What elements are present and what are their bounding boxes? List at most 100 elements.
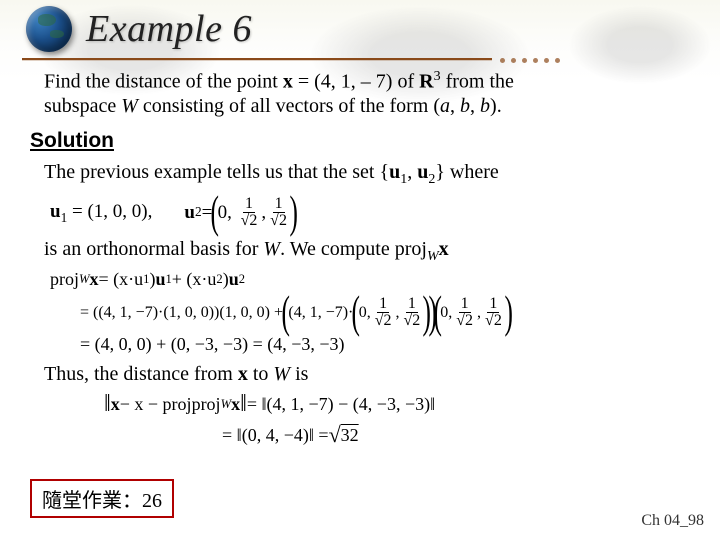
suf: is [290,363,308,385]
den: √2 [268,213,289,229]
Wsub: W [221,397,232,412]
sub2b: 2 [239,272,245,287]
slide-footer: Ch 04_98 [641,512,704,530]
x: x [90,269,99,291]
u2-def: u2 = ( 0, 1√2 , 1√2 ) [184,194,296,231]
dist-eq-2: = ‖(0, 4, −4)‖ = √32 [222,422,696,449]
text: The previous example tells us that the s… [44,161,389,183]
den: √2 [239,213,260,229]
distance-computation: ‖x − x − projprojWx‖ = ‖(4, 1, −7) − (4,… [104,390,696,449]
text: consisting of all vectors of the form ( [138,95,440,117]
frac: 1√2 [454,296,475,329]
text: = (4, 1, – 7) of [293,71,419,93]
projection-computation: projWx = (x·u1)u1 + (x·u2)u2 = ((4, 1, −… [50,269,696,356]
l2-pre: = ((4, 1, −7)·(1, 0, 0))(1, 0, 0) + [80,303,283,323]
u2: u [417,161,428,183]
vector-x: x [283,71,293,93]
title-underline [22,58,492,60]
u1-tuple: = (1, 0, 0), [67,201,152,222]
mid: to [248,363,274,385]
d: √2 [454,313,475,329]
x: x [111,394,120,416]
n: 1 [459,296,471,313]
lparen-icon: ( [352,294,360,331]
frac: 1√2 [401,296,422,329]
lparen-icon: ( [281,294,289,331]
x2: x [231,394,240,416]
rparen-icon: ) [289,194,297,231]
dist-eq-1: ‖x − x − projprojWx‖ = ‖(4, 1, −7) − (4,… [104,390,696,419]
zero: 0, [218,201,232,224]
d: √2 [373,313,394,329]
num: 1 [273,196,285,213]
slide-body: Find the distance of the point x = (4, 1… [44,68,696,452]
proj-label: proj [50,269,79,291]
d: √2 [401,313,422,329]
problem-statement: Find the distance of the point x = (4, 1… [44,68,696,118]
superscript-3: 3 [434,69,441,84]
n: 1 [406,296,418,313]
norm-bar: ‖ [104,390,111,419]
lhs2: = ‖(0, 4, −4)‖ = [222,425,329,447]
sub: W [79,272,90,287]
homework-box: 隨堂作業：26 [30,479,174,518]
basis-definitions: u1 = (1, 0, 0), u2 = ( 0, 1√2 , 1√2 ) [50,194,696,231]
z: 0, [359,303,371,323]
W: W [273,363,290,385]
n: 1 [377,296,389,313]
subspace-W: W [121,95,138,117]
comma: , [261,201,266,224]
rparen-icon: ) [504,294,512,331]
slide-title: Example 6 [86,7,252,51]
txt: Thus, the distance from [44,363,238,385]
lparen-icon: ( [211,194,219,231]
rhs: = ‖(4, 1, −7) − (4, −3, −3)‖ [247,394,435,416]
u2: u [229,269,239,291]
text: . We compute proj [280,238,427,260]
W-sub: W [427,249,439,264]
proj-line-3: = (4, 0, 0) + (0, −3, −3) = (4, −3, −3) [80,334,696,356]
d: √2 [483,313,504,329]
text: from the [441,71,514,93]
x: x [238,363,248,385]
sub1: 1 [400,172,407,187]
globe-bullet-icon [26,6,72,52]
num: 1 [243,196,255,213]
z: 0, [440,303,452,323]
x-bold: x [439,238,449,260]
plus: + (x·u [172,269,217,291]
n: 1 [487,296,499,313]
title-dots-right [500,58,560,63]
text: subspace [44,95,121,117]
sqrt-icon: √ [329,422,341,449]
text: ). [490,95,502,117]
proj-line-1: projWx = (x·u1)u1 + (x·u2)u2 [50,269,696,291]
title-row: Example 6 [26,6,252,52]
var-a: a [440,95,450,117]
u: u [155,269,165,291]
text: is an orthonormal basis for [44,238,263,260]
text: } where [435,161,498,183]
var-b2: b [480,95,490,117]
u1: u [389,161,400,183]
norm-bar: ‖ [240,390,247,419]
frac: 1√2 [483,296,504,329]
W-ital: W [263,238,280,260]
text: Find the distance of the point [44,71,283,93]
dot-tuple: (4, 1, −7)· [288,303,353,323]
proj-line-2: = ((4, 1, −7)·(1, 0, 0))(1, 0, 0) + ( (4… [80,294,696,331]
sqrt-arg: 32 [341,425,359,447]
eq: = (x·u [99,269,144,291]
solution-para-1: The previous example tells us that the s… [44,160,696,188]
lparen-icon: ( [433,294,441,331]
frac: 1√2 [373,296,394,329]
solution-para-2: is an orthonormal basis for W. We comput… [44,237,696,265]
u-bold: u [184,201,195,224]
var-b: b [460,95,470,117]
set-R: R [419,71,433,93]
solution-heading: Solution [30,128,696,154]
distance-para: Thus, the distance from x to W is [44,362,696,386]
u1-def: u1 = (1, 0, 0), [50,200,152,226]
sub: 2 [195,204,202,220]
frac-1-sqrt2-b: 1√2 [268,196,289,229]
